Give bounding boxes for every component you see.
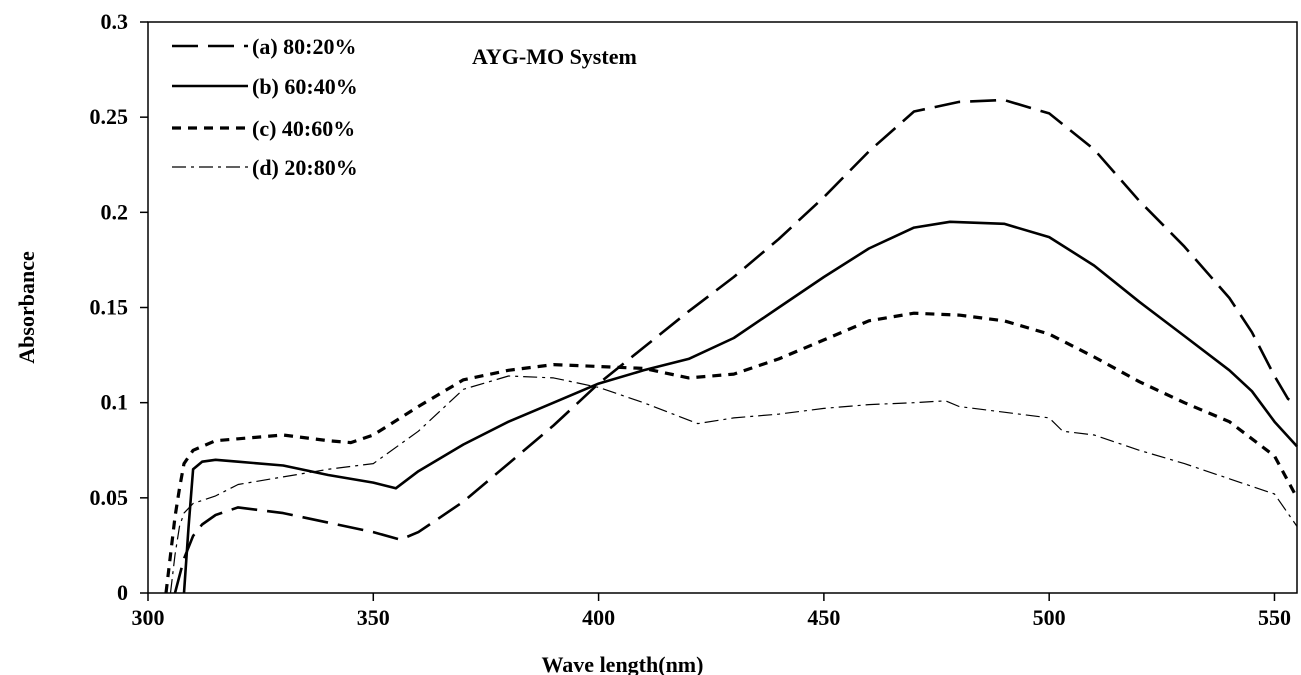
legend-label-c: (c) 40:60% — [252, 116, 355, 141]
series-lines — [164, 98, 1299, 594]
x-tick-label: 500 — [1033, 605, 1066, 630]
y-tick-label: 0.05 — [90, 485, 129, 510]
axes: 0 0.05 0.1 0.15 0.2 0.25 0.3 300 350 400 450 500 550 — [90, 9, 1291, 630]
plot-frame — [147, 21, 1298, 594]
y-tick-label: 0.3 — [101, 9, 129, 34]
series-line-d — [169, 375, 1298, 594]
x-tick-label: 350 — [357, 605, 390, 630]
y-axis-title: Absorbance — [14, 251, 39, 364]
legend: (a) 80:20% (b) 60:40% (c) 40:60% (d) 20:80% — [172, 34, 358, 180]
y-tick-label: 0.1 — [101, 390, 129, 415]
x-axis-title: Wave length(nm) — [542, 652, 704, 675]
x-tick-label: 450 — [807, 605, 840, 630]
x-tick-label: 550 — [1258, 605, 1291, 630]
y-tick-label: 0.25 — [90, 104, 129, 129]
legend-label-a: (a) 80:20% — [252, 34, 356, 59]
y-tick-label: 0.15 — [90, 295, 129, 320]
series-line-a — [173, 98, 1298, 594]
legend-label-b: (b) 60:40% — [252, 74, 358, 99]
x-tick-label: 400 — [582, 605, 615, 630]
x-tick-label: 300 — [132, 605, 165, 630]
chart-title: AYG-MO System — [472, 44, 637, 69]
y-tick-label: 0.2 — [101, 199, 129, 224]
y-tick-label: 0 — [117, 580, 128, 605]
series-line-b — [182, 220, 1298, 594]
legend-label-d: (d) 20:80% — [252, 155, 358, 180]
series-line-c — [164, 311, 1299, 594]
